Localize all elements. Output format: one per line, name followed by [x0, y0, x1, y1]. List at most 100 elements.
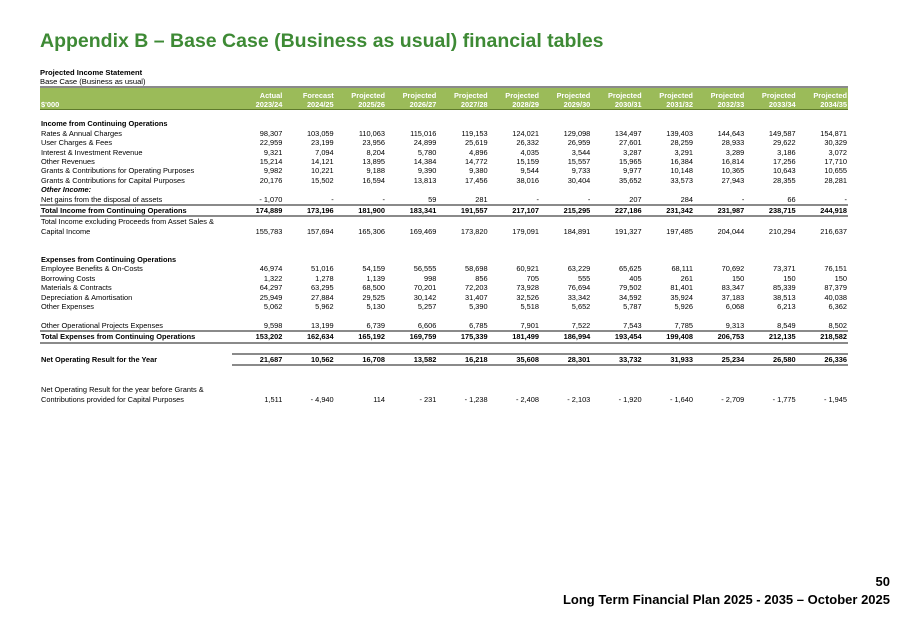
row-label: Depreciation & Amortisation	[41, 292, 133, 302]
cell-value	[745, 365, 796, 375]
cell-value: - 4,940	[310, 394, 334, 404]
cell-value	[335, 110, 386, 120]
total-row: Total Income from Continuing Operations 1…	[40, 204, 848, 218]
cell-value: 6,362	[828, 302, 848, 312]
cell-value: 10,562	[283, 353, 335, 367]
cell-value: 81,401	[670, 283, 693, 293]
cell-value: 217,107	[488, 204, 540, 218]
statement-subtitle: Base Case (Business as usual)	[40, 77, 146, 86]
cell-value: 15,214	[259, 157, 283, 167]
column-type: Projected	[710, 91, 745, 100]
cell-value	[643, 343, 694, 354]
statement-title: Projected Income Statement	[40, 68, 143, 77]
cell-value: 4,896	[469, 147, 488, 157]
cell-value	[643, 376, 694, 385]
cell-value: 3,287	[623, 147, 642, 157]
column-header: Projected 2032/33	[693, 86, 746, 110]
cell-value	[797, 236, 848, 245]
cell-value: 5,962	[315, 302, 334, 312]
cell-value: 110,063	[358, 128, 385, 138]
cell-value	[797, 110, 848, 120]
cell-value	[386, 343, 437, 354]
table-row: Other Revenues 15,214 14,121 13,895 14,384 14…	[40, 157, 848, 166]
cell-value: 7,785	[642, 320, 694, 332]
cell-value: 85,339	[773, 283, 796, 293]
column-header: Actual 2023/24	[232, 86, 284, 110]
cell-value	[232, 385, 283, 394]
cell-value	[232, 311, 283, 320]
cell-value: 25,949	[259, 292, 283, 302]
cell-value	[335, 216, 386, 226]
cell-value: 153,202	[232, 330, 284, 344]
cell-value: 9,321	[263, 147, 283, 157]
column-header: Projected 2028/29	[488, 86, 540, 110]
cell-value	[694, 185, 745, 194]
column-year: 2029/30	[563, 100, 591, 109]
cell-value: 13,813	[413, 175, 437, 185]
cell-value	[540, 236, 591, 245]
cell-value: 9,390	[417, 166, 437, 176]
cell-value: 9,598	[232, 320, 284, 332]
cell-value: 124,021	[512, 128, 539, 138]
income-statement-table: $'000 Actual 2023/24 Forecast 2024/25 Projec…	[40, 86, 848, 404]
cell-value	[386, 311, 437, 320]
spacer-row	[40, 246, 848, 255]
cell-value: 173,196	[283, 204, 335, 218]
cell-value	[283, 311, 334, 320]
cell-value	[591, 343, 642, 354]
cell-value	[489, 216, 540, 226]
row-label: Total Expenses from Continuing Operation…	[40, 330, 232, 344]
row-label	[40, 236, 232, 245]
table-row: Other Income:	[40, 185, 848, 194]
cell-value: 157,694	[306, 226, 334, 236]
cell-value	[694, 236, 745, 245]
cell-value: 231,342	[642, 204, 694, 218]
cell-value: 3,186	[777, 147, 796, 157]
cell-value: 193,454	[591, 330, 643, 344]
cell-value	[745, 110, 796, 120]
cell-value: 281	[475, 194, 488, 204]
column-year: 2030/31	[614, 100, 642, 109]
cell-value	[540, 365, 591, 375]
cell-value: 16,594	[362, 175, 385, 185]
cell-value	[540, 119, 591, 128]
row-label	[40, 311, 232, 320]
cell-value: 115,016	[410, 128, 437, 138]
cell-value	[437, 343, 488, 354]
cell-value	[694, 343, 745, 354]
cell-value	[283, 236, 334, 245]
cell-value	[591, 236, 642, 245]
cell-value	[335, 255, 386, 264]
document-footer-title: Long Term Financial Plan 2025 - 2035 – O…	[562, 592, 890, 607]
cell-value	[745, 236, 796, 245]
cell-value: 24,899	[413, 138, 437, 148]
cell-value: 23,199	[311, 138, 334, 148]
cell-value: 5,518	[520, 302, 539, 312]
table-row: Net gains from the disposal of assets - 1…	[40, 195, 848, 205]
cell-value: 5,780	[417, 147, 437, 157]
cell-value	[437, 376, 488, 385]
cell-value: 16,384	[670, 157, 693, 167]
cell-value	[386, 236, 437, 245]
cell-value: - 1,238	[464, 394, 488, 404]
cell-value: 5,926	[674, 302, 693, 312]
cell-value: 139,403	[666, 128, 693, 138]
cell-value: 31,407	[465, 292, 488, 302]
cell-value: 35,608	[488, 353, 540, 367]
table-row: Other Expenses 5,062 5,962 5,130 5,257 5,390 5…	[40, 302, 848, 311]
cell-value	[386, 246, 437, 255]
cell-value	[437, 311, 488, 320]
cell-value	[489, 110, 540, 120]
cell-value: 212,135	[745, 330, 797, 344]
cell-value: 15,159	[516, 157, 539, 167]
cell-value: - 2,408	[515, 394, 539, 404]
cell-value: 72,203	[465, 283, 488, 293]
cell-value: 32,526	[516, 292, 539, 302]
cell-value: 46,974	[259, 264, 283, 274]
row-label: Contributions provided for Capital Purpo…	[41, 394, 184, 404]
cell-value	[437, 236, 488, 245]
row-label: Income from Continuing Operations	[41, 119, 168, 129]
cell-value	[335, 311, 386, 320]
unit-label: $'000	[40, 86, 232, 110]
cell-value: - 231	[419, 394, 437, 404]
